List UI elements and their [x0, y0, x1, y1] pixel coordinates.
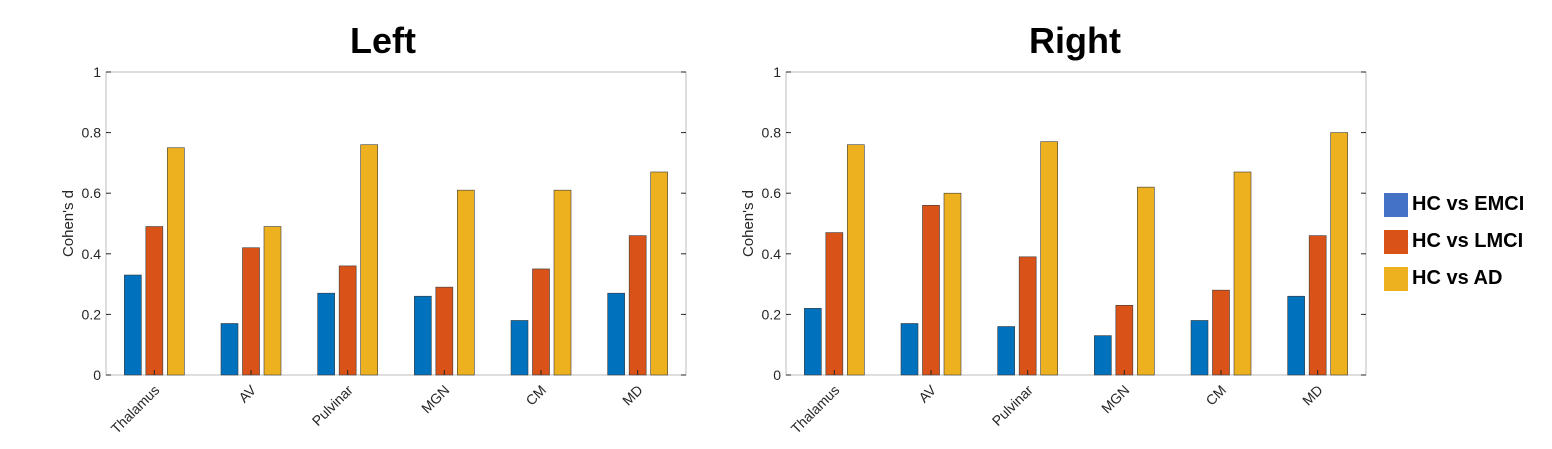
left-ytick-label: 0.8 [82, 125, 102, 141]
right-bar-cm-1 [1212, 289, 1230, 376]
left-ytick-label: 0 [93, 367, 101, 383]
legend-label-lmci: HC vs LMCI [1412, 230, 1524, 252]
left-bar-mgn-1 [435, 286, 454, 376]
left-ytick-label: 0.6 [82, 185, 102, 201]
left-xtick-label-mgn: MGN [418, 382, 452, 416]
left-xtick-label-av: AV [235, 381, 259, 405]
left-ytick-label: 0.2 [82, 306, 102, 322]
right-bar-cm-2 [1233, 171, 1252, 376]
right-chart-title: Right [1029, 20, 1121, 61]
right-xtick-label-mgn: MGN [1098, 382, 1132, 416]
left-bar-thalamus-1 [145, 226, 164, 376]
right-ytick-label: 1 [773, 64, 781, 80]
legend-swatch-ad [1384, 266, 1408, 291]
left-bar-cm-1 [532, 268, 550, 376]
left-bar-av-2 [263, 226, 282, 376]
right-bar-thalamus-1 [825, 232, 844, 376]
left-ytick-label: 1 [93, 64, 101, 80]
right-ytick-label: 0.4 [762, 246, 782, 262]
left-bar-mgn-0 [414, 295, 432, 376]
right-ytick-label: 0.2 [762, 306, 782, 322]
left-bar-cm-2 [553, 189, 572, 376]
right-bar-mgn-0 [1094, 335, 1112, 376]
left-bar-pulvinar-1 [338, 265, 357, 376]
left-bar-pulvinar-2 [360, 144, 378, 376]
right-bar-pulvinar-1 [1018, 256, 1037, 376]
right-xtick-label-pulvinar: Pulvinar [989, 382, 1036, 429]
left-bar-cm-0 [510, 320, 529, 376]
left-ytick-label: 0.4 [82, 246, 102, 262]
right-plot-frame [785, 71, 1367, 376]
left-bar-md-2 [650, 171, 668, 376]
right-bar-md-2 [1330, 132, 1348, 376]
right-bar-pulvinar-0 [997, 326, 1015, 376]
right-bar-mgn-1 [1115, 305, 1134, 376]
left-bar-av-0 [220, 323, 239, 376]
left-bar-thalamus-0 [124, 274, 142, 376]
right-bar-cm-0 [1190, 320, 1209, 376]
legend-label-ad: HC vs AD [1412, 267, 1503, 289]
right-bar-mgn-2 [1137, 186, 1155, 376]
right-xtick-label-md: MD [1299, 382, 1326, 409]
right-ytick-label: 0 [773, 367, 781, 383]
left-ylabel: Cohen's d [60, 190, 77, 257]
legend-item-lmci: HC vs LMCI [1384, 223, 1524, 260]
left-xtick-label-md: MD [619, 382, 646, 409]
legend: HC vs EMCI HC vs LMCI HC vs AD [1384, 186, 1524, 297]
left-bar-pulvinar-0 [317, 292, 335, 376]
left-bar-mgn-2 [457, 189, 475, 376]
left-xtick-label-thalamus: Thalamus [108, 382, 163, 437]
left-bar-thalamus-2 [167, 147, 185, 376]
right-ylabel: Cohen's d [740, 190, 757, 257]
right-bar-av-2 [943, 192, 962, 376]
left-xtick-label-cm: CM [522, 382, 549, 409]
right-xtick-label-av: AV [915, 381, 939, 405]
legend-swatch-emci [1384, 192, 1408, 217]
legend-item-emci: HC vs EMCI [1384, 186, 1524, 223]
right-bar-md-0 [1287, 295, 1305, 376]
right-bar-av-1 [922, 205, 940, 376]
legend-swatch-lmci [1384, 229, 1408, 254]
right-bar-thalamus-2 [847, 144, 865, 376]
left-plot-frame [105, 71, 687, 376]
right-bar-av-0 [900, 323, 919, 376]
right-xtick-label-thalamus: Thalamus [788, 382, 843, 437]
left-chart-title: Left [350, 20, 416, 61]
right-ytick-label: 0.6 [762, 185, 782, 201]
right-bar-thalamus-0 [804, 308, 822, 376]
legend-item-ad: HC vs AD [1384, 260, 1524, 297]
right-bar-pulvinar-2 [1040, 141, 1058, 376]
right-bar-md-1 [1308, 235, 1327, 376]
right-ytick-label: 0.8 [762, 125, 782, 141]
left-bar-av-1 [242, 247, 260, 376]
left-bar-md-0 [607, 292, 625, 376]
left-xtick-label-pulvinar: Pulvinar [309, 382, 356, 429]
left-bar-md-1 [628, 235, 647, 376]
legend-label-emci: HC vs EMCI [1412, 193, 1525, 215]
right-xtick-label-cm: CM [1202, 382, 1229, 409]
